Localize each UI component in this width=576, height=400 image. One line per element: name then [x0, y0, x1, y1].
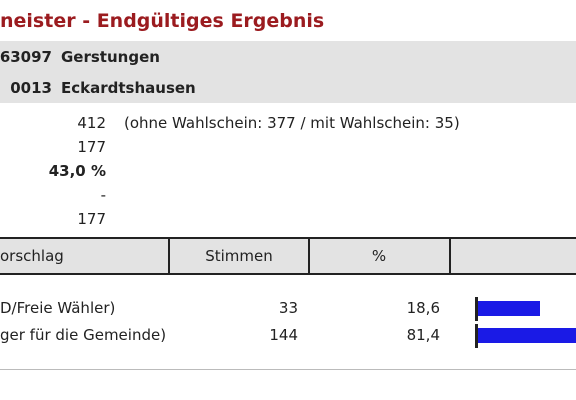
district-row: 0013 Eckardtshausen: [0, 72, 576, 103]
invalid-votes-value: -: [100, 186, 106, 204]
district-name: Eckardtshausen: [61, 78, 196, 97]
column-header-votes: Stimmen: [205, 247, 273, 265]
municipality-code: 63097: [0, 47, 52, 66]
voters-value: 177: [77, 138, 106, 156]
results-table-header: orschlag Stimmen %: [0, 237, 576, 275]
municipality-row: 63097 Gerstungen: [0, 41, 576, 72]
percent-value: 81,4: [406, 326, 440, 344]
table-row: ger für die Gemeinde) 144 81,4: [0, 324, 576, 350]
eligible-voters-note: (ohne Wahlschein: 377 / mit Wahlschein: …: [124, 114, 460, 132]
table-row: D/Freie Wähler) 33 18,6: [0, 297, 576, 323]
votes-value: 33: [278, 299, 298, 317]
column-header-percent: %: [371, 247, 387, 265]
turnout-value: 43,0 %: [48, 162, 106, 180]
column-divider: [449, 239, 451, 273]
votes-value: 144: [269, 326, 298, 344]
district-code: 0013: [10, 78, 52, 97]
bar-axis: [475, 297, 478, 321]
valid-votes-value: 177: [77, 210, 106, 228]
candidate-label: D/Freie Wähler): [0, 299, 116, 317]
page-title: neister - Endgültiges Ergebnis: [0, 10, 325, 32]
percent-value: 18,6: [406, 299, 440, 317]
candidate-label: ger für die Gemeinde): [0, 326, 167, 344]
result-bar: [478, 328, 576, 343]
column-divider: [308, 239, 310, 273]
divider: [0, 369, 576, 370]
eligible-voters-value: 412: [77, 114, 106, 132]
column-divider: [168, 239, 170, 273]
municipality-name: Gerstungen: [61, 47, 160, 66]
bar-axis: [475, 324, 478, 348]
result-bar: [478, 301, 540, 316]
column-header-proposal: orschlag: [0, 247, 64, 265]
